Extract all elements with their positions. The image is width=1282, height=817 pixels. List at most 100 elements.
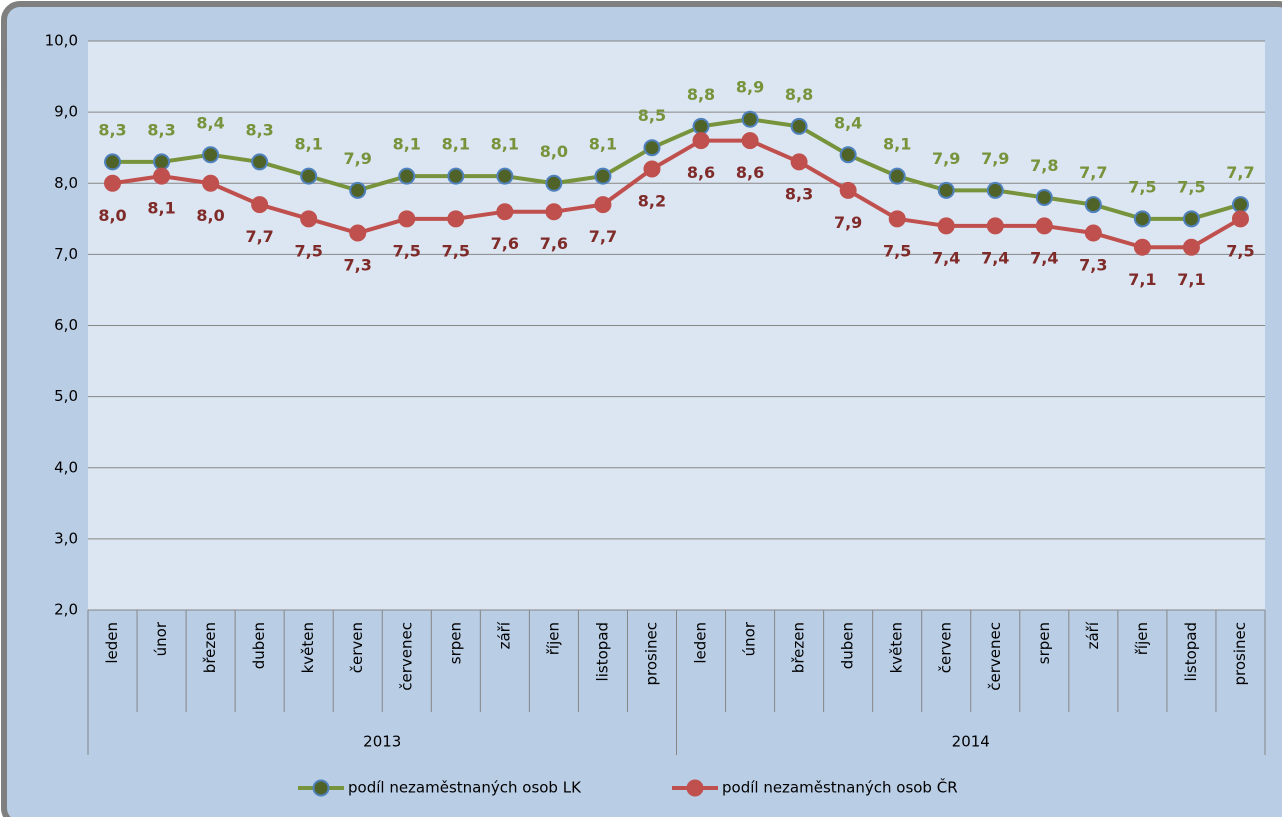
x-tick-label: prosinec [642,622,660,686]
marker [545,174,563,192]
x-tick-label: září [495,621,513,649]
value-label: 7,8 [1030,156,1058,175]
value-label: 8,1 [147,199,175,218]
value-label: 7,7 [1226,163,1254,182]
value-label: 8,0 [540,142,568,161]
x-tick-label: leden [103,622,121,664]
value-label: 8,9 [736,78,764,97]
marker [202,146,220,164]
value-label: 7,5 [1177,177,1205,196]
marker [839,181,857,199]
value-label: 8,0 [196,206,224,225]
value-label: 8,5 [638,106,666,125]
marker [1035,188,1053,206]
marker [349,224,367,242]
value-label: 7,5 [1128,177,1156,196]
value-label: 7,6 [491,234,519,253]
value-label: 8,6 [736,163,764,182]
x-tick-label: březen [201,622,219,673]
x-tick-label: duben [839,622,857,669]
x-tick-label: srpen [446,622,464,664]
value-label: 7,5 [1226,241,1254,260]
value-label: 7,4 [1030,248,1058,267]
marker [300,167,318,185]
value-label: 7,9 [834,213,862,232]
y-tick-label: 5,0 [54,387,78,405]
marker [447,210,465,228]
marker [839,146,857,164]
value-label: 8,1 [589,135,617,154]
marker [398,167,416,185]
y-tick-label: 10,0 [45,32,78,50]
x-tick-label: únor [152,621,170,656]
marker [741,132,759,150]
x-tick-label: listopad [1182,622,1200,681]
marker [1182,210,1200,228]
marker [398,210,416,228]
value-label: 8,3 [785,184,813,203]
value-label: 8,1 [393,135,421,154]
value-label: 7,3 [344,256,372,275]
marker [1231,196,1249,214]
marker [496,167,514,185]
marker [937,217,955,235]
marker [790,117,808,135]
marker [104,153,122,171]
marker [153,167,171,185]
marker [594,196,612,214]
marker [251,196,269,214]
value-label: 7,1 [1128,270,1156,289]
marker [104,174,122,192]
marker [986,181,1004,199]
y-tick-label: 3,0 [54,529,78,547]
value-label: 7,5 [393,241,421,260]
value-label: 8,1 [442,135,470,154]
y-tick-label: 6,0 [54,316,78,334]
marker [300,210,318,228]
value-label: 8,8 [687,85,715,104]
marker [692,117,710,135]
value-label: 7,9 [932,149,960,168]
value-label: 7,4 [981,248,1009,267]
value-label: 7,3 [1079,256,1107,275]
value-label: 7,9 [344,149,372,168]
value-label: 8,1 [883,135,911,154]
marker [1133,210,1151,228]
y-tick-label: 2,0 [54,601,78,619]
group-label: 2014 [952,733,990,751]
marker [643,160,661,178]
y-tick-label: 4,0 [54,458,78,476]
value-label: 7,6 [540,234,568,253]
marker [153,153,171,171]
x-tick-label: leden [692,622,710,664]
y-tick-label: 9,0 [54,103,78,121]
x-tick-label: únor [741,621,759,656]
x-tick-label: červen [937,622,955,673]
marker [496,203,514,221]
marker [692,132,710,150]
value-label: 8,8 [785,85,813,104]
marker [790,153,808,171]
x-tick-label: červen [348,622,366,673]
x-tick-label: srpen [1035,622,1053,664]
value-label: 8,3 [98,120,126,139]
x-tick-label: květen [888,622,906,673]
marker [1231,210,1249,228]
marker [643,139,661,157]
marker [447,167,465,185]
value-label: 7,9 [981,149,1009,168]
x-tick-label: červenec [986,622,1004,691]
marker [545,203,563,221]
value-label: 7,5 [442,241,470,260]
x-tick-label: září [1084,621,1102,649]
x-tick-label: červenec [397,622,415,691]
marker [1182,238,1200,256]
marker [741,110,759,128]
y-tick-label: 8,0 [54,174,78,192]
marker [202,174,220,192]
value-label: 7,7 [1079,163,1107,182]
marker [1133,238,1151,256]
x-tick-label: prosinec [1231,622,1249,686]
value-label: 7,7 [245,227,273,246]
